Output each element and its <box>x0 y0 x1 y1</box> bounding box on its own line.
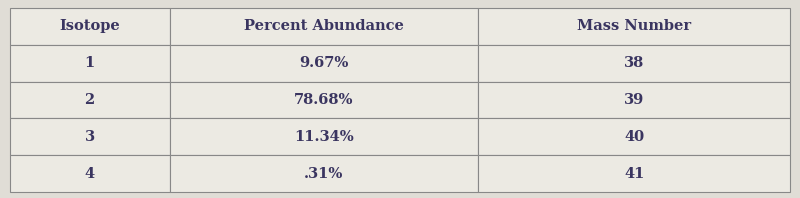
Bar <box>478 82 790 118</box>
Text: Isotope: Isotope <box>59 19 120 33</box>
Bar <box>170 82 478 118</box>
Text: .31%: .31% <box>304 167 343 181</box>
Text: 3: 3 <box>85 130 94 144</box>
Text: 40: 40 <box>624 130 644 144</box>
Bar <box>170 155 478 192</box>
Bar <box>10 45 170 82</box>
Text: 9.67%: 9.67% <box>299 56 349 70</box>
Text: 2: 2 <box>85 93 94 107</box>
Bar <box>170 45 478 82</box>
Text: 41: 41 <box>624 167 645 181</box>
Text: 39: 39 <box>624 93 644 107</box>
Text: Mass Number: Mass Number <box>577 19 691 33</box>
Bar <box>10 155 170 192</box>
Bar <box>10 82 170 118</box>
Bar <box>10 118 170 155</box>
Bar <box>10 8 170 45</box>
Text: 1: 1 <box>85 56 94 70</box>
Text: 78.68%: 78.68% <box>294 93 354 107</box>
Text: 38: 38 <box>624 56 644 70</box>
Bar <box>170 8 478 45</box>
Text: 11.34%: 11.34% <box>294 130 354 144</box>
Bar <box>478 118 790 155</box>
Bar <box>478 8 790 45</box>
Bar <box>478 155 790 192</box>
Text: 4: 4 <box>85 167 94 181</box>
Bar <box>478 45 790 82</box>
Text: Percent Abundance: Percent Abundance <box>244 19 404 33</box>
Bar <box>170 118 478 155</box>
